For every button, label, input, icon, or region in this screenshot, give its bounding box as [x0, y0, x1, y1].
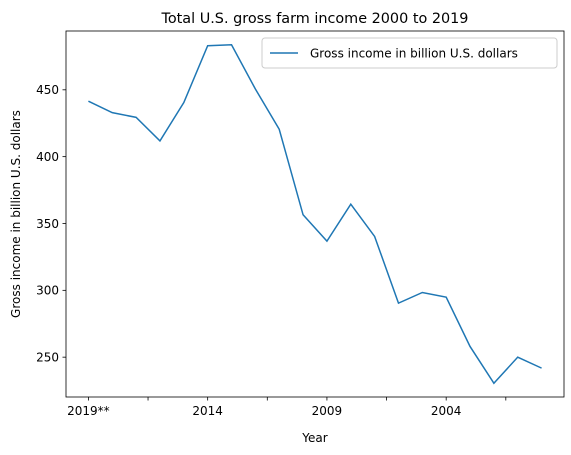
y-tick-label: 350: [36, 217, 59, 231]
x-tick-label: 2014: [192, 404, 223, 418]
series-line: [88, 44, 542, 385]
y-tick-label: 250: [36, 350, 59, 364]
plot-frame: [65, 30, 565, 398]
y-tick-label: 300: [36, 284, 59, 298]
y-axis: 250 300 350 400 450: [36, 83, 66, 364]
plot-area: [88, 44, 542, 385]
legend: Gross income in billion U.S. dollars: [261, 37, 558, 69]
chart-title: Total U.S. gross farm income 2000 to 201…: [161, 11, 469, 27]
x-tick-label: 2004: [431, 404, 462, 418]
x-axis-title: Year: [301, 431, 327, 445]
legend-box: [261, 37, 558, 69]
y-tick-label: 450: [36, 83, 59, 97]
legend-label: Gross income in billion U.S. dollars: [310, 47, 518, 61]
x-axis: 2019** 2014 2009 2004: [67, 397, 507, 418]
x-tick-label: 2019**: [67, 404, 110, 418]
y-tick-label: 400: [36, 150, 59, 164]
y-axis-title: Gross income in billion U.S. dollars: [9, 110, 23, 318]
x-tick-label: 2009: [312, 404, 343, 418]
